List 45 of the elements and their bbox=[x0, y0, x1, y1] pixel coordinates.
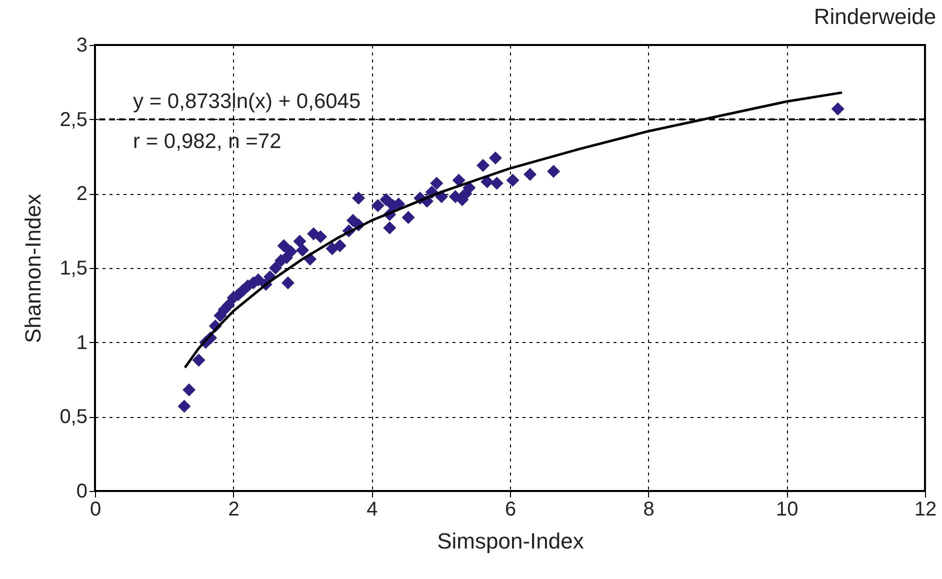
point bbox=[284, 245, 298, 258]
point bbox=[383, 221, 396, 234]
annotation: r = 0,982, n =72 bbox=[133, 130, 282, 153]
point bbox=[277, 239, 290, 252]
point bbox=[506, 174, 520, 187]
point bbox=[296, 244, 310, 257]
y-tick-label: 3 bbox=[76, 34, 88, 56]
point bbox=[314, 230, 327, 244]
point bbox=[402, 210, 415, 224]
y-axis-title: Shannon-Index bbox=[20, 194, 46, 344]
x-tick-label: 4 bbox=[366, 498, 378, 520]
point bbox=[524, 168, 537, 181]
x-tick-label: 2 bbox=[228, 498, 240, 520]
x-tick-label: 0 bbox=[90, 498, 102, 520]
point bbox=[490, 176, 504, 190]
chart-title: Rinderweide bbox=[814, 4, 936, 29]
y-tick-label: 2 bbox=[76, 183, 88, 206]
x-tick-label: 12 bbox=[914, 498, 937, 520]
x-tick-label: 6 bbox=[504, 498, 516, 520]
point bbox=[192, 354, 206, 367]
x-axis-title: Simspon-Index bbox=[437, 528, 584, 554]
x-tick-label: 8 bbox=[643, 498, 654, 520]
point bbox=[352, 192, 366, 205]
point bbox=[476, 158, 490, 172]
y-tick-label: 2,5 bbox=[60, 108, 88, 131]
point bbox=[269, 261, 282, 275]
point bbox=[452, 174, 466, 187]
y-tick-label: 1,5 bbox=[60, 258, 88, 280]
point bbox=[178, 400, 191, 413]
point bbox=[831, 102, 844, 116]
point bbox=[293, 234, 306, 248]
point bbox=[182, 383, 196, 396]
point bbox=[430, 176, 444, 190]
point bbox=[281, 276, 294, 290]
point bbox=[371, 199, 384, 212]
point bbox=[488, 151, 502, 165]
annotation: y = 0,8733ln(x) + 0,6045 bbox=[133, 90, 361, 113]
y-tick-label: 0 bbox=[76, 480, 88, 502]
point bbox=[380, 193, 393, 206]
y-tick-label: 0,5 bbox=[60, 406, 88, 428]
x-tick-label: 10 bbox=[776, 498, 798, 520]
point bbox=[333, 239, 346, 252]
y-tick-label: 1 bbox=[76, 332, 88, 354]
point bbox=[547, 164, 560, 178]
point bbox=[462, 181, 476, 194]
